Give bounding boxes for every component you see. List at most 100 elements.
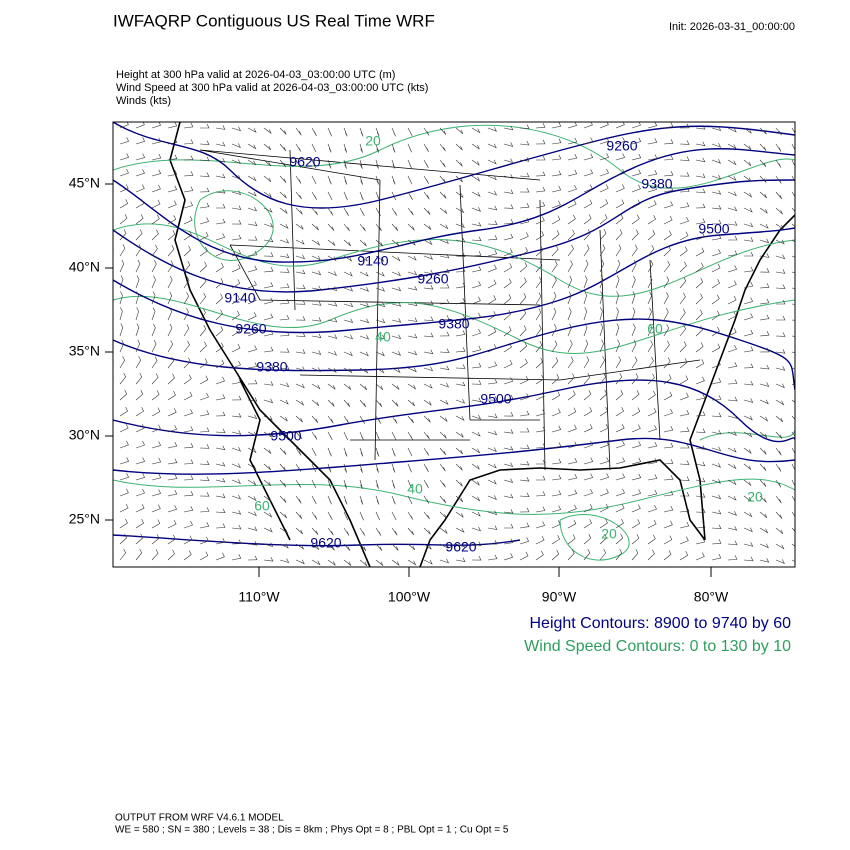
wind-barb (343, 543, 351, 551)
wind-barb (135, 153, 146, 161)
wind-barb (631, 390, 640, 401)
wind-barb (759, 283, 770, 289)
wind-barb (519, 476, 530, 482)
wind-barb (583, 275, 588, 289)
wind-barb (631, 244, 638, 257)
wind-barb (231, 143, 241, 148)
wind-barb (151, 184, 161, 193)
wind-barb (343, 399, 351, 407)
wind-barb (727, 526, 738, 531)
wind-barb (535, 392, 545, 401)
wind-barb (167, 458, 178, 465)
wind-barb (295, 316, 306, 321)
wind-barb (135, 473, 146, 481)
wind-barb (375, 559, 384, 566)
wind-barb (231, 524, 242, 530)
wind-barb (663, 186, 674, 193)
wind-barb (727, 127, 737, 133)
wind-barb (151, 275, 156, 289)
wind-barb (343, 463, 347, 473)
wind-barb (343, 191, 348, 201)
wind-barb (215, 359, 225, 369)
wind-barb (167, 291, 173, 305)
wind-barb (775, 159, 782, 168)
wind-barb (167, 549, 175, 561)
field-label: Winds (kts) (116, 95, 171, 107)
wind-barb (567, 137, 578, 145)
wind-barb (471, 463, 480, 470)
wind-barb (775, 463, 782, 472)
wind-barb (519, 217, 530, 225)
wind-barb (135, 214, 144, 225)
wind-barb (647, 185, 658, 193)
wind-barb (759, 238, 770, 244)
wind-barb (567, 199, 577, 209)
wind-barb (183, 216, 193, 225)
wind-barb (519, 460, 530, 466)
wind-barb (231, 294, 240, 305)
wind-barb (199, 427, 210, 433)
wind-barb (615, 153, 626, 161)
wind-barb (119, 153, 130, 161)
wind-barb (119, 214, 128, 225)
wind-barb (183, 535, 193, 545)
wind-barb (743, 431, 753, 438)
wind-barb (439, 175, 446, 184)
wind-barb (679, 140, 690, 145)
wind-barb (519, 325, 527, 337)
wind-barb (487, 510, 498, 516)
wind-barb (679, 276, 687, 289)
wind-barb (343, 447, 348, 457)
wind-barb (487, 205, 498, 211)
wind-barb (775, 511, 783, 519)
wind-barb (519, 172, 530, 178)
wind-barb (167, 441, 178, 449)
wind-barb (455, 127, 464, 135)
wind-barb (375, 543, 383, 551)
wind-barb (279, 463, 287, 472)
wind-barb (791, 367, 795, 370)
wind-barb (359, 351, 369, 357)
wind-barb (167, 260, 174, 273)
wind-barb (119, 291, 123, 305)
wind-barb (679, 476, 690, 481)
wind-barb (327, 559, 336, 566)
wind-barb (535, 459, 546, 465)
wind-barb (519, 492, 530, 498)
wind-barb (119, 457, 130, 465)
wind-barb (247, 540, 258, 546)
wind-barb (727, 447, 737, 453)
wind-barb (135, 424, 145, 433)
wind-barb (791, 351, 795, 354)
wind-barb (327, 415, 334, 424)
wind-barb (391, 543, 399, 551)
wind-barb (279, 175, 287, 183)
wind-barb (583, 244, 590, 257)
wind-barb (215, 461, 226, 467)
wind-barb (599, 457, 610, 465)
title: IWFAQRP Contiguous US Real Time WRF (113, 11, 435, 30)
wind-barb (775, 559, 785, 564)
wind-barb (247, 265, 258, 273)
wind-barb (759, 191, 767, 199)
wind-barb (455, 223, 465, 228)
wind-barb (551, 373, 560, 385)
wind-barb (151, 424, 161, 433)
wind-barb (407, 527, 415, 536)
wind-barb (119, 184, 129, 193)
wind-barb (135, 291, 139, 305)
wind-barb (215, 342, 224, 353)
wind-barb (647, 474, 658, 481)
wind-barb (455, 347, 466, 353)
wind-barb (759, 175, 767, 183)
wind-barb (407, 399, 415, 407)
wind-barb (343, 286, 354, 292)
wind-barb (231, 430, 242, 435)
wind-barb (647, 200, 657, 209)
wind-barb (759, 415, 769, 422)
height-contour-label: 9140 (357, 253, 388, 269)
wind-barb (231, 494, 242, 500)
wind-barb (279, 298, 290, 305)
wind-barb (216, 203, 226, 209)
wind-barb (647, 229, 656, 241)
